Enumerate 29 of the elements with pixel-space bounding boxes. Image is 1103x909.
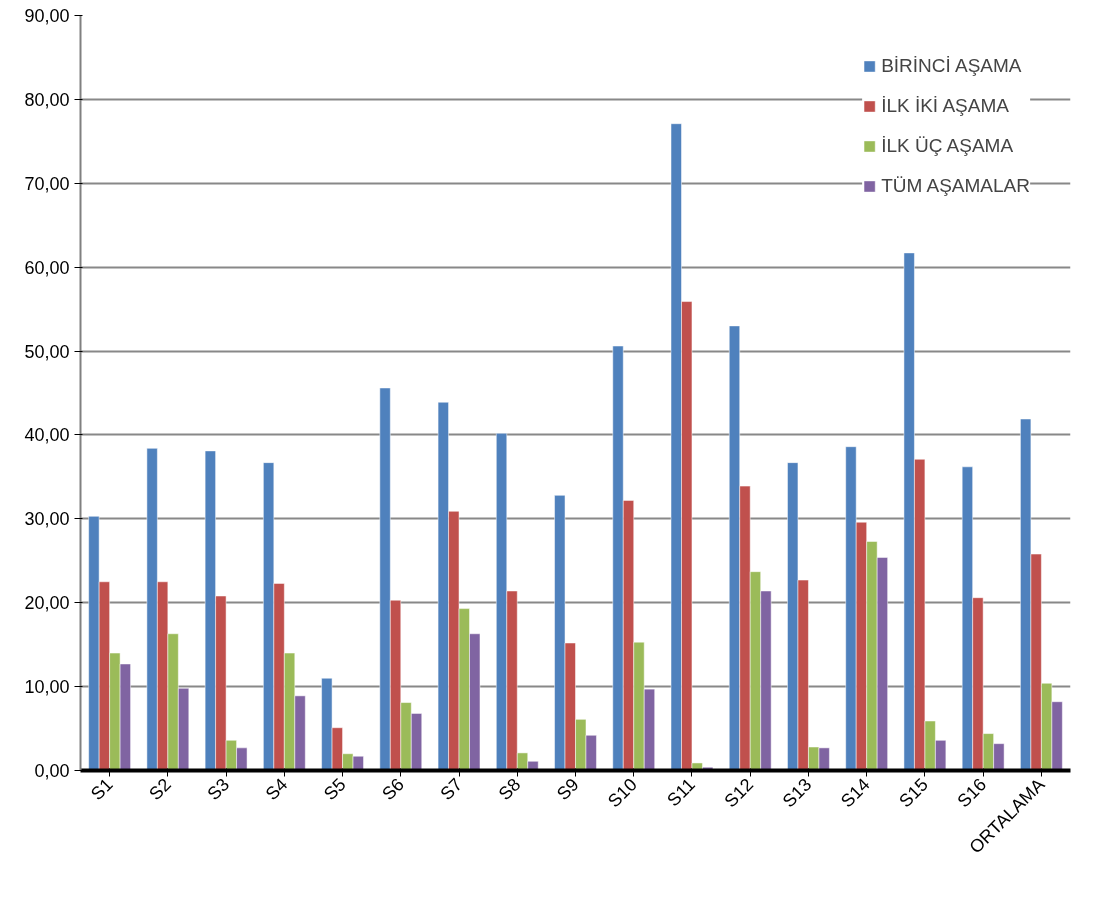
y-tick-label: 10,00 — [24, 677, 70, 698]
y-tick-label: 80,00 — [24, 89, 70, 110]
x-tick-label: S2 — [145, 774, 175, 805]
y-tick-label: 40,00 — [24, 425, 70, 446]
y-tick-label: 60,00 — [24, 257, 70, 278]
x-tick-label: S12 — [720, 774, 758, 812]
x-tick-label: S11 — [663, 774, 700, 811]
x-tick-label: S10 — [604, 774, 641, 812]
legend-label: İLK ÜÇ AŞAMA — [881, 135, 1014, 157]
y-tick-label: 90,00 — [24, 6, 70, 26]
x-tick-label: S6 — [378, 774, 408, 805]
x-tick-label: S7 — [436, 774, 467, 805]
x-tick-label: S1 — [86, 774, 117, 805]
y-tick-label: 0,00 — [34, 761, 70, 781]
x-tick-label: S5 — [319, 774, 350, 805]
x-tick-label: S8 — [494, 774, 525, 805]
x-tick-label: S9 — [552, 774, 583, 805]
legend-label: TÜM AŞAMALAR — [881, 175, 1030, 197]
y-tick-label: 50,00 — [24, 341, 70, 362]
x-tick-label: S14 — [836, 774, 874, 812]
legend-label: BİRİNCİ AŞAMA — [881, 55, 1022, 77]
x-tick-label: S15 — [895, 774, 932, 812]
y-tick-label: 30,00 — [24, 509, 70, 530]
y-tick-label: 70,00 — [24, 173, 70, 194]
y-tick-label: 20,00 — [24, 593, 70, 614]
x-tick-label: S3 — [203, 774, 234, 805]
x-tick-label: S13 — [778, 774, 816, 812]
x-tick-label: S4 — [261, 774, 292, 805]
legend-label: İLK İKİ AŞAMA — [881, 95, 1009, 117]
